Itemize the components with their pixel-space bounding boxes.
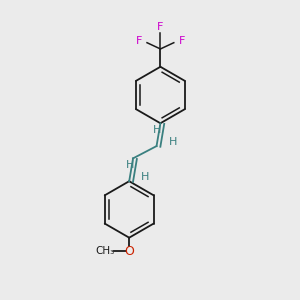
Text: H: H	[153, 124, 162, 135]
Text: F: F	[179, 36, 185, 46]
Text: H: H	[169, 137, 177, 147]
Text: F: F	[157, 22, 164, 32]
Text: F: F	[136, 36, 142, 46]
Text: CH₃: CH₃	[95, 246, 115, 256]
Text: H: H	[141, 172, 149, 182]
Text: O: O	[124, 245, 134, 258]
Text: H: H	[126, 160, 134, 170]
